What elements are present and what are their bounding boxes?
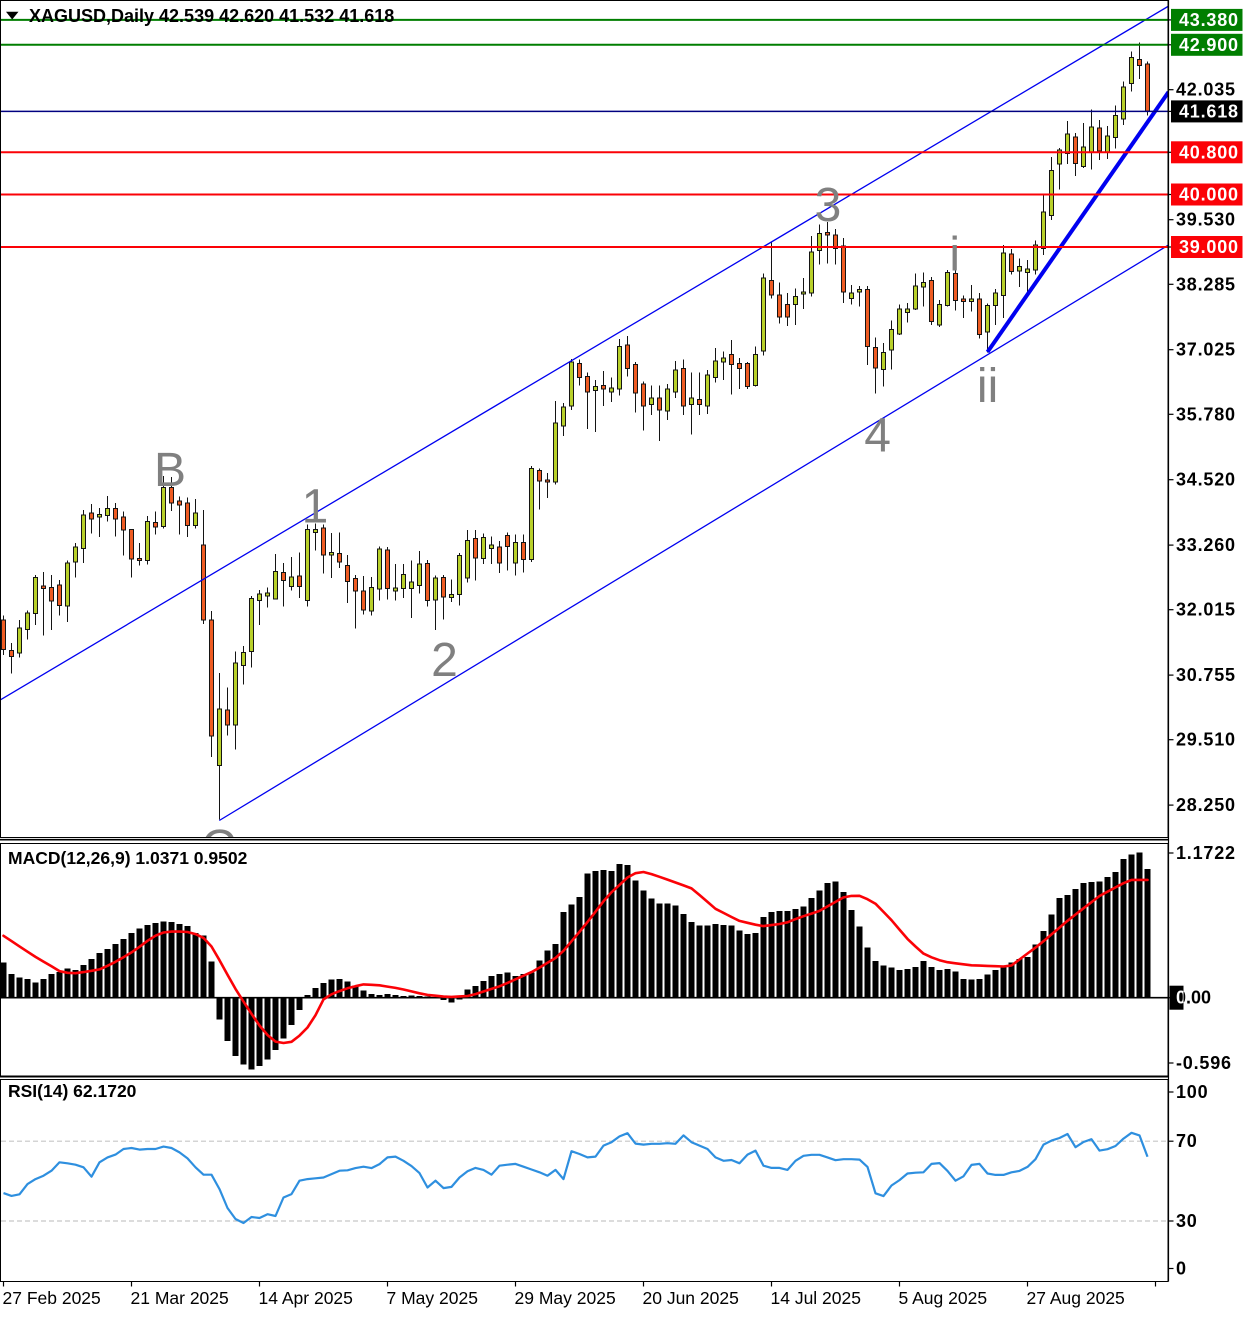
svg-text:27 Feb 2025: 27 Feb 2025 — [3, 1288, 101, 1308]
svg-text:34.520: 34.520 — [1176, 470, 1236, 490]
svg-text:4: 4 — [864, 410, 891, 463]
svg-text:20 Jun 2025: 20 Jun 2025 — [643, 1288, 739, 1308]
svg-text:MACD(12,26,9) 1.0371 0.9502: MACD(12,26,9) 1.0371 0.9502 — [8, 848, 248, 868]
svg-text:43.380: 43.380 — [1179, 10, 1239, 30]
svg-text:38.285: 38.285 — [1176, 274, 1236, 294]
svg-text:7 May 2025: 7 May 2025 — [387, 1288, 478, 1308]
svg-text:27 Aug 2025: 27 Aug 2025 — [1027, 1288, 1125, 1308]
svg-text:0.00: 0.00 — [1176, 988, 1211, 1008]
svg-text:29 May 2025: 29 May 2025 — [515, 1288, 616, 1308]
svg-text:30.755: 30.755 — [1176, 665, 1236, 685]
svg-text:42.900: 42.900 — [1179, 35, 1239, 55]
svg-text:40.800: 40.800 — [1179, 142, 1239, 162]
svg-text:2: 2 — [431, 634, 458, 687]
svg-text:14 Apr 2025: 14 Apr 2025 — [259, 1288, 353, 1308]
svg-text:3: 3 — [815, 179, 842, 232]
svg-text:100: 100 — [1176, 1082, 1208, 1102]
svg-text:40.000: 40.000 — [1179, 185, 1239, 205]
svg-text:i: i — [949, 229, 960, 282]
svg-text:41.618: 41.618 — [1179, 101, 1239, 121]
svg-text:-0.596: -0.596 — [1176, 1053, 1232, 1073]
svg-text:32.015: 32.015 — [1176, 600, 1236, 620]
svg-text:1: 1 — [302, 481, 329, 534]
svg-text:35.780: 35.780 — [1176, 404, 1236, 424]
svg-text:30: 30 — [1176, 1211, 1198, 1231]
svg-text:5 Aug 2025: 5 Aug 2025 — [899, 1288, 988, 1308]
svg-text:RSI(14) 62.1720: RSI(14) 62.1720 — [8, 1081, 137, 1101]
svg-text:0: 0 — [1176, 1259, 1187, 1279]
svg-text:37.025: 37.025 — [1176, 340, 1236, 360]
svg-text:70: 70 — [1176, 1131, 1198, 1151]
svg-text:XAGUSD,Daily 42.539 42.620 41: XAGUSD,Daily 42.539 42.620 41.532 41.618 — [29, 6, 394, 26]
svg-text:33.260: 33.260 — [1176, 535, 1236, 555]
svg-text:1.1722: 1.1722 — [1176, 843, 1236, 863]
svg-text:29.510: 29.510 — [1176, 730, 1236, 750]
svg-text:39.530: 39.530 — [1176, 210, 1236, 230]
svg-text:28.250: 28.250 — [1176, 795, 1236, 815]
svg-text:B: B — [154, 444, 186, 497]
svg-text:C: C — [201, 821, 236, 874]
svg-text:0.00: 0.00 — [1176, 988, 1211, 1008]
svg-text:ii: ii — [977, 360, 998, 413]
svg-text:42.035: 42.035 — [1176, 80, 1236, 100]
svg-text:14 Jul 2025: 14 Jul 2025 — [771, 1288, 862, 1308]
svg-text:39.000: 39.000 — [1179, 237, 1239, 257]
svg-text:21 Mar 2025: 21 Mar 2025 — [131, 1288, 229, 1308]
